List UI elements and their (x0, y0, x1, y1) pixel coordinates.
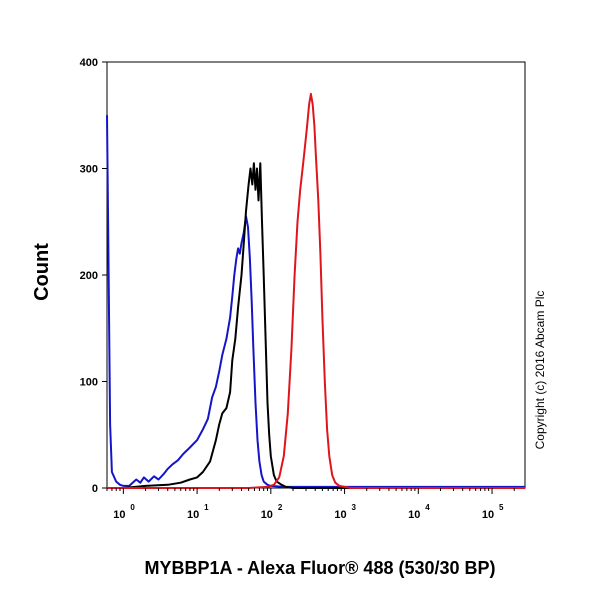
x-tick-label: 10 (408, 509, 420, 521)
y-tick-label: 300 (80, 164, 98, 176)
y-tick-label: 400 (80, 57, 98, 69)
x-tick-label: 10 (482, 509, 494, 521)
histogram-series-1 (106, 115, 525, 488)
series-layer (106, 92, 525, 489)
y-tick-label: 200 (80, 270, 98, 282)
plot-area (106, 61, 526, 489)
y-tick-label: 100 (80, 377, 98, 389)
x-axis-title: MYBBP1A - Alexa Fluor® 488 (530/30 BP) (144, 558, 495, 578)
x-tick-label: 10 (334, 509, 346, 521)
histogram-series-2 (107, 162, 525, 489)
plot-frame (106, 61, 526, 489)
x-tick-exponent: 5 (499, 503, 504, 512)
x-tick-exponent: 0 (130, 503, 135, 512)
y-tick-label: 0 (92, 483, 98, 495)
y-axis-title: Count (31, 243, 53, 301)
y-axis: 0 100 200 300 400 (80, 57, 107, 495)
x-tick-label: 10 (261, 509, 273, 521)
x-tick-exponent: 2 (278, 503, 283, 512)
x-tick-exponent: 3 (352, 503, 357, 512)
copyright-annotation: Copyright (c) 2016 Abcam Plc (533, 291, 547, 450)
x-tick-label: 10 (187, 509, 199, 521)
x-tick-exponent: 4 (425, 503, 430, 512)
x-tick-label: 10 (113, 509, 125, 521)
x-axis: 10 0 10 1 10 2 10 3 10 4 10 5 (106, 488, 515, 521)
histogram-series-3 (107, 92, 525, 489)
x-tick-exponent: 1 (204, 503, 209, 512)
